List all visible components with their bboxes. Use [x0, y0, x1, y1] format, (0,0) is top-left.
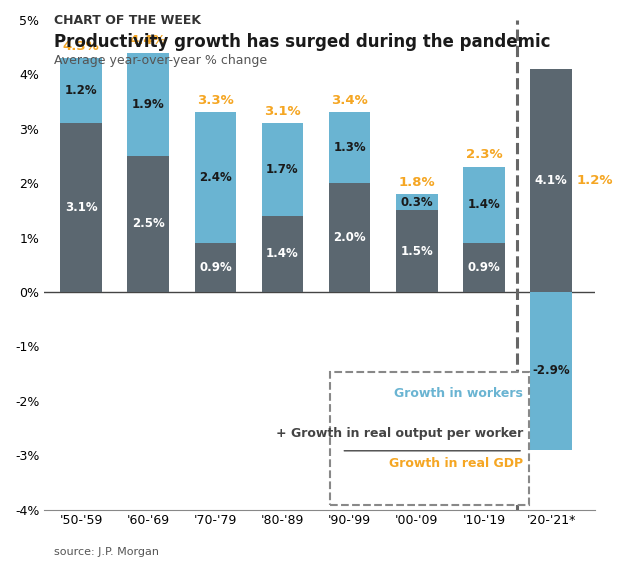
Text: 3.1%: 3.1% — [264, 105, 301, 118]
Bar — [195, 243, 236, 292]
Bar — [530, 69, 572, 292]
Text: 1.4%: 1.4% — [467, 198, 500, 211]
Bar — [463, 167, 505, 243]
Bar — [530, 292, 572, 450]
Text: 2.4%: 2.4% — [199, 171, 232, 184]
Text: 1.2%: 1.2% — [65, 84, 98, 97]
Text: Average year-over-year % change: Average year-over-year % change — [54, 54, 266, 67]
Text: 2.5%: 2.5% — [132, 218, 164, 231]
Text: 2.3%: 2.3% — [466, 149, 502, 162]
Bar — [60, 58, 102, 123]
Bar — [329, 112, 370, 183]
Text: Productivity growth has surged during the pandemic: Productivity growth has surged during th… — [54, 33, 550, 51]
Bar — [396, 210, 437, 292]
Text: 0.9%: 0.9% — [199, 261, 232, 274]
Text: 4.4%: 4.4% — [130, 34, 167, 47]
Bar — [329, 183, 370, 292]
FancyBboxPatch shape — [330, 372, 529, 505]
Text: Growth in workers: Growth in workers — [394, 387, 523, 400]
Bar — [127, 156, 169, 292]
Bar — [261, 216, 303, 292]
Text: 0.9%: 0.9% — [467, 261, 500, 274]
Bar — [463, 243, 505, 292]
Text: CHART OF THE WEEK: CHART OF THE WEEK — [54, 14, 200, 27]
Bar — [261, 123, 303, 216]
Bar — [127, 53, 169, 156]
Text: 1.3%: 1.3% — [333, 141, 366, 154]
Text: 0.3%: 0.3% — [401, 195, 433, 208]
Bar — [60, 123, 102, 292]
Text: -2.9%: -2.9% — [532, 364, 570, 377]
Text: 1.2%: 1.2% — [576, 174, 613, 187]
Text: 1.4%: 1.4% — [266, 247, 299, 260]
Text: 1.5%: 1.5% — [400, 245, 433, 258]
Text: 1.7%: 1.7% — [266, 163, 299, 176]
Text: 4.1%: 4.1% — [535, 174, 568, 187]
Text: 1.8%: 1.8% — [398, 176, 435, 189]
Text: 1.9%: 1.9% — [132, 98, 164, 111]
Text: 4.3%: 4.3% — [63, 40, 100, 53]
Text: source: J.P. Morgan: source: J.P. Morgan — [54, 546, 159, 557]
Text: + Growth in real output per worker: + Growth in real output per worker — [276, 427, 523, 440]
Text: 2.0%: 2.0% — [333, 231, 366, 244]
Text: Growth in real GDP: Growth in real GDP — [389, 458, 523, 471]
Text: 3.3%: 3.3% — [197, 94, 234, 107]
Text: 3.1%: 3.1% — [65, 201, 98, 214]
Bar — [396, 194, 437, 210]
Text: 3.4%: 3.4% — [331, 94, 368, 107]
Bar — [195, 112, 236, 243]
